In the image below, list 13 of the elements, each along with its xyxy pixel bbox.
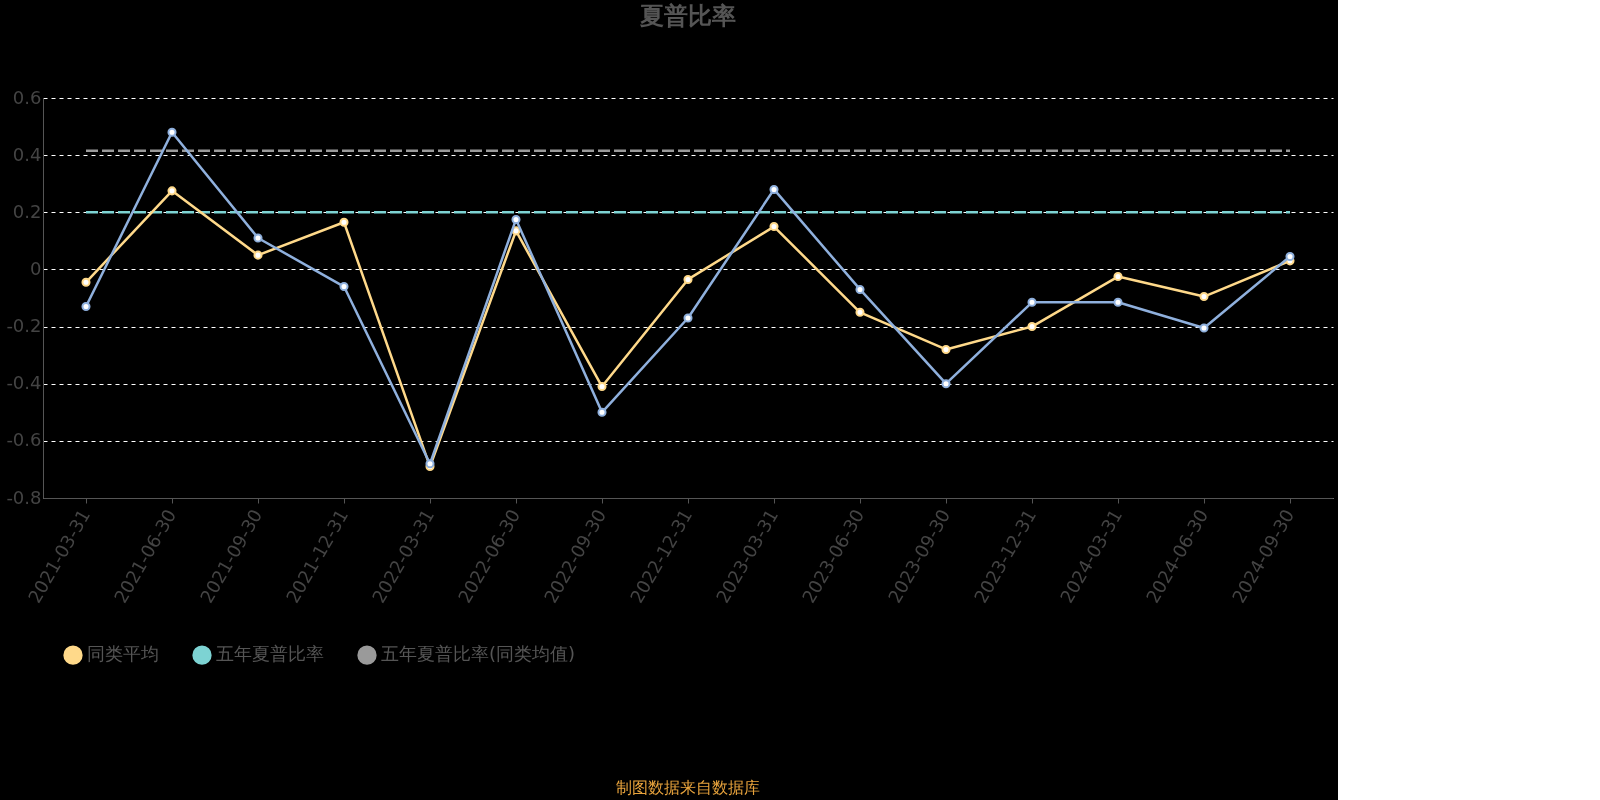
text: 制图数据来自数据库 bbox=[616, 778, 760, 797]
y-tick-label: 0 bbox=[30, 257, 42, 279]
y-tick-label: 0.4 bbox=[12, 143, 42, 165]
y-tick-label: -0.2 bbox=[6, 315, 42, 337]
y-tick-label: -0.6 bbox=[6, 429, 42, 451]
legend-label: 五年夏普比率 bbox=[216, 643, 324, 665]
y-tick-label: -0.8 bbox=[6, 486, 42, 508]
legend-label: 同类平均 bbox=[87, 643, 159, 665]
y-tick-label: 0.2 bbox=[12, 200, 42, 222]
legend-label: 五年夏普比率(同类均值) bbox=[381, 643, 576, 665]
y-tick-label: -0.4 bbox=[6, 372, 42, 394]
chart-title: 夏普比率 bbox=[639, 2, 736, 30]
y-tick-label: 0.6 bbox=[12, 86, 42, 108]
